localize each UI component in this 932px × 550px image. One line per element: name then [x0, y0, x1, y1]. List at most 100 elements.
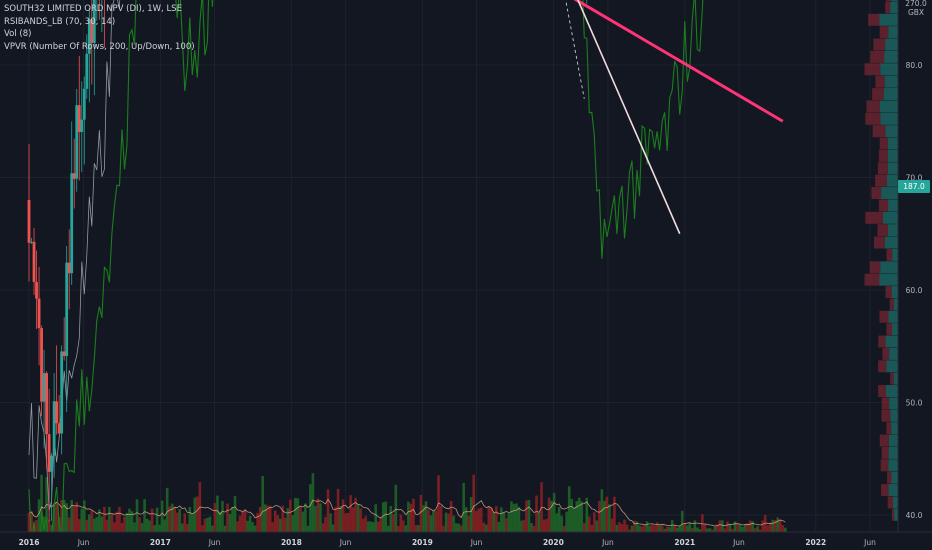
volume-bar — [560, 515, 563, 532]
volume-bar — [761, 520, 764, 532]
volume-bar — [339, 506, 342, 532]
volume-bar — [675, 527, 679, 532]
volume-bar — [278, 518, 282, 532]
volume-bar — [296, 498, 300, 532]
volume-bar — [490, 507, 493, 532]
volume-bar — [93, 518, 96, 532]
volume-bar — [75, 502, 79, 532]
vpvr-row-up — [880, 261, 898, 274]
vpvr-row-up — [887, 149, 898, 162]
volume-bar — [55, 501, 58, 532]
volume-bar — [163, 519, 166, 532]
indicator-volume-label[interactable]: Vol (8) — [4, 29, 32, 39]
vpvr-row-down — [886, 0, 892, 2]
volume-bar — [42, 516, 46, 532]
volume-bar — [143, 499, 146, 532]
vpvr-row-down — [886, 248, 893, 261]
volume-bar — [469, 497, 473, 532]
vpvr-row-down — [878, 385, 886, 398]
volume-bar — [148, 520, 151, 532]
volume-bar — [741, 526, 744, 532]
volume-bar — [552, 492, 556, 532]
volume-bar — [211, 525, 214, 532]
vpvr-row-down — [882, 347, 890, 360]
candles — [27, 0, 588, 522]
vpvr-row-up — [885, 38, 898, 51]
volume-bar — [208, 516, 212, 532]
last-price-tag: 187.0 — [898, 180, 930, 193]
time-tick-label: Jun — [470, 538, 483, 547]
volume-bar — [105, 519, 109, 532]
volume-bar — [314, 505, 317, 532]
volume-bar — [241, 512, 244, 532]
vpvr-row-up — [880, 112, 898, 125]
price-tick-label: 60.0 — [906, 286, 923, 295]
volume-bar — [555, 513, 558, 532]
volume-bar — [236, 521, 239, 532]
indicator-vpvr-label[interactable]: VPVR (Number Of Rows, 200, Up/Down, 100) — [4, 41, 195, 52]
volume-bar — [394, 484, 398, 532]
volume-bar — [374, 504, 378, 532]
vpvr-profile — [864, 0, 898, 521]
candle-body — [70, 173, 74, 274]
volume-bar — [123, 516, 126, 532]
volume-bar — [216, 495, 219, 532]
candle-body — [52, 401, 56, 456]
volume-bar — [191, 513, 194, 532]
volume-bar — [72, 506, 76, 532]
candle-body — [85, 53, 89, 89]
volume-bar — [175, 512, 179, 532]
candle-body — [32, 241, 36, 282]
volume-bar — [685, 525, 689, 532]
vpvr-row-down — [881, 409, 891, 422]
volume-bar — [376, 521, 380, 532]
volume-bar — [638, 525, 641, 532]
volume-bar — [201, 525, 204, 532]
volume-bar — [424, 501, 428, 532]
volume-bar — [193, 497, 197, 532]
vpvr-row-down — [886, 323, 893, 336]
volume-bar — [304, 503, 307, 532]
candle-body — [37, 298, 41, 329]
volume-bar — [434, 510, 438, 532]
volume-bar — [706, 528, 709, 532]
volume-bar — [462, 482, 465, 532]
vpvr-row-down — [889, 298, 894, 311]
volume-bar — [349, 495, 352, 532]
volume-bar — [130, 511, 134, 532]
volume-bar — [354, 497, 357, 532]
time-tick-label: 2016 — [19, 538, 40, 547]
volume-bar — [251, 522, 254, 532]
volume-bar — [454, 523, 458, 532]
volume-bar — [593, 512, 596, 532]
volume-bar — [570, 498, 574, 532]
volume-bar — [85, 519, 89, 532]
volume-bar — [711, 529, 714, 532]
volume-bar — [231, 507, 234, 532]
volume-bar — [515, 503, 518, 532]
volume-bar — [346, 512, 350, 532]
volume-bar — [168, 506, 172, 532]
volume-bar — [361, 518, 365, 532]
volume-bar — [188, 506, 192, 532]
volume-bar — [414, 525, 418, 532]
volume-bar — [432, 510, 435, 532]
candle-body — [50, 455, 54, 472]
vpvr-row-up — [883, 88, 898, 101]
volume-bar — [100, 516, 104, 532]
volume-bar — [103, 506, 106, 532]
volume-bar — [449, 500, 453, 532]
volume-bar — [329, 513, 332, 532]
volume-bar — [698, 529, 702, 532]
vpvr-row-down — [865, 112, 881, 125]
volume-bar — [392, 513, 395, 532]
volume-bar — [178, 508, 182, 532]
vpvr-row-down — [864, 273, 880, 286]
volume-bar — [459, 525, 463, 532]
volume-bar — [115, 511, 119, 532]
volume-bar — [331, 524, 335, 532]
symbol-title[interactable]: SOUTH32 LIMITED ORD NPV (DI), 1W, LSE — [4, 4, 182, 14]
indicator-rsibands-label[interactable]: RSIBANDS_LB (70, 30, 14) — [4, 16, 116, 27]
